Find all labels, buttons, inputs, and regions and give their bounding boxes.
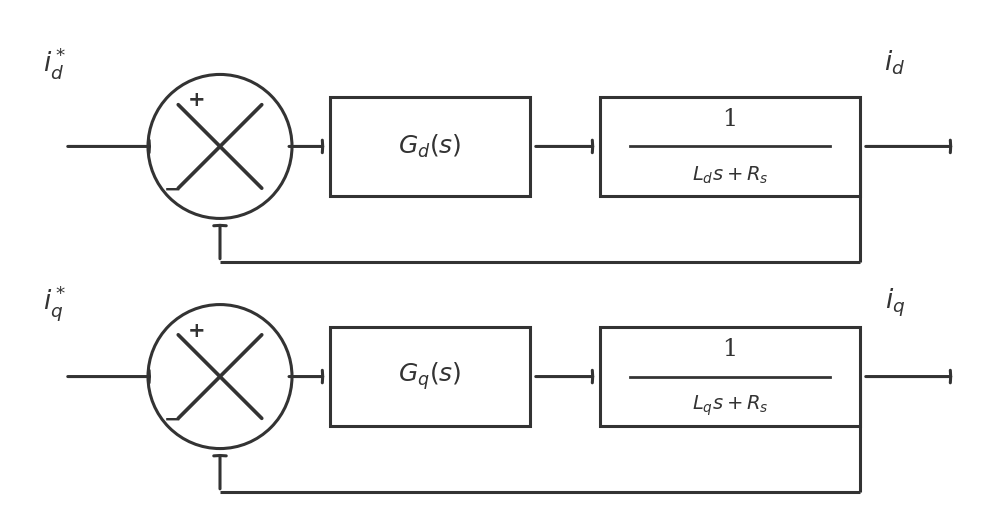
Text: $i_d^*$: $i_d^*$: [43, 45, 67, 81]
Text: −: −: [164, 179, 182, 199]
Text: $L_d s+R_s$: $L_d s+R_s$: [692, 165, 768, 186]
Text: $i_d$: $i_d$: [884, 49, 906, 77]
Bar: [330, 327, 530, 426]
Text: $G_q(s)$: $G_q(s)$: [398, 361, 462, 392]
Text: 1: 1: [722, 338, 738, 361]
Text: $G_d(s)$: $G_d(s)$: [398, 133, 462, 160]
Bar: [330, 97, 530, 196]
Text: 1: 1: [722, 108, 738, 131]
Bar: [600, 327, 860, 426]
Text: $L_q s+R_s$: $L_q s+R_s$: [692, 393, 768, 417]
Text: $i_q^*$: $i_q^*$: [43, 283, 67, 323]
Text: +: +: [188, 90, 206, 110]
Bar: [600, 97, 860, 196]
Text: −: −: [164, 410, 182, 429]
Text: +: +: [188, 321, 206, 340]
Text: $i_q$: $i_q$: [885, 287, 905, 320]
